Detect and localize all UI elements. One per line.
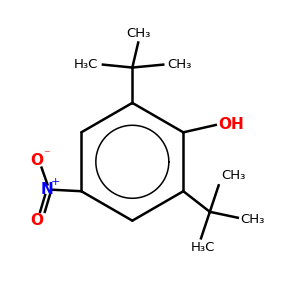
Text: O: O bbox=[31, 213, 44, 228]
Text: O: O bbox=[31, 153, 44, 168]
Text: CH₃: CH₃ bbox=[222, 169, 246, 182]
Text: H₃C: H₃C bbox=[190, 241, 215, 254]
Text: H₃C: H₃C bbox=[74, 58, 98, 71]
Text: CH₃: CH₃ bbox=[167, 58, 191, 71]
Text: CH₃: CH₃ bbox=[126, 27, 150, 40]
Text: OH: OH bbox=[219, 118, 244, 133]
Text: ⁻: ⁻ bbox=[43, 148, 50, 161]
Text: CH₃: CH₃ bbox=[241, 213, 265, 226]
Text: +: + bbox=[51, 176, 60, 187]
Text: N: N bbox=[41, 182, 54, 197]
